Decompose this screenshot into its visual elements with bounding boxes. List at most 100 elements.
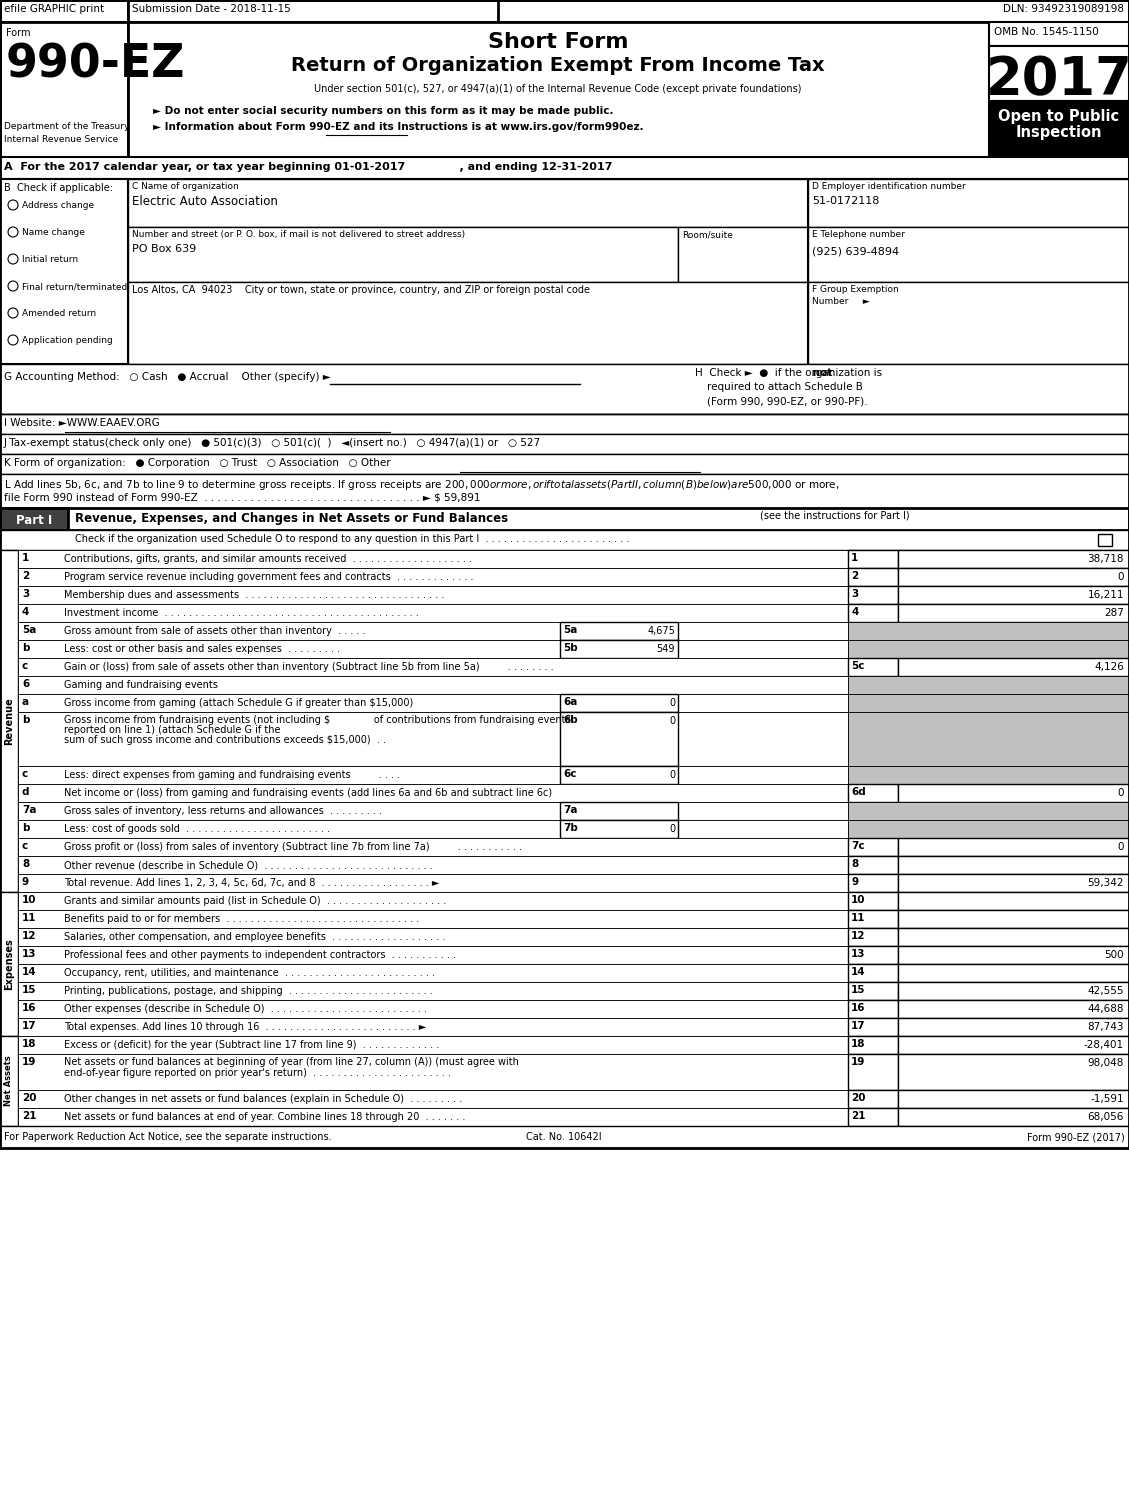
Bar — [18, 675, 848, 695]
Text: not: not — [809, 368, 832, 378]
Bar — [848, 784, 898, 802]
Bar — [0, 508, 1129, 530]
Text: 3: 3 — [21, 589, 29, 599]
Text: Revenue, Expenses, and Changes in Net Assets or Fund Balances: Revenue, Expenses, and Changes in Net As… — [75, 512, 508, 524]
Text: Net income or (loss) from gaming and fundraising events (add lines 6a and 6b and: Net income or (loss) from gaming and fun… — [64, 787, 552, 798]
Bar — [898, 568, 1129, 586]
Bar — [560, 820, 679, 838]
Text: Salaries, other compensation, and employee benefits  . . . . . . . . . . . . . .: Salaries, other compensation, and employ… — [64, 932, 445, 943]
Text: 18: 18 — [851, 1038, 866, 1049]
Bar — [0, 0, 128, 22]
Text: Final return/terminated: Final return/terminated — [21, 282, 128, 291]
Text: Less: direct expenses from gaming and fundraising events         . . . .: Less: direct expenses from gaming and fu… — [64, 769, 400, 780]
Bar — [0, 365, 1129, 414]
Bar — [848, 1053, 898, 1091]
Bar — [560, 622, 679, 639]
Text: ► Information about Form 990-EZ and its Instructions is at www.irs.gov/form990ez: ► Information about Form 990-EZ and its … — [154, 123, 644, 131]
Text: DLN: 93492319089198: DLN: 93492319089198 — [1003, 4, 1124, 13]
Text: Open to Public: Open to Public — [998, 109, 1120, 124]
Bar — [18, 874, 848, 892]
Bar — [18, 928, 848, 946]
Text: Investment income  . . . . . . . . . . . . . . . . . . . . . . . . . . . . . . .: Investment income . . . . . . . . . . . … — [64, 608, 419, 619]
Bar — [18, 586, 848, 604]
Text: 20: 20 — [851, 1094, 866, 1103]
Text: Under section 501(c), 527, or 4947(a)(1) of the Internal Revenue Code (except pr: Under section 501(c), 527, or 4947(a)(1)… — [314, 84, 802, 94]
Text: 44,688: 44,688 — [1087, 1004, 1124, 1014]
Bar — [898, 1053, 1129, 1091]
Bar — [808, 179, 1129, 227]
Bar — [898, 856, 1129, 874]
Text: 4: 4 — [851, 607, 858, 617]
Text: J Tax-exempt status(check only one)   ● 501(c)(3)   ○ 501(c)(  )   ◄(insert no.): J Tax-exempt status(check only one) ● 50… — [5, 438, 541, 448]
Bar — [18, 550, 848, 568]
Text: Number and street (or P. O. box, if mail is not delivered to street address): Number and street (or P. O. box, if mail… — [132, 230, 465, 239]
Text: OMB No. 1545-1150: OMB No. 1545-1150 — [994, 27, 1099, 37]
Text: 42,555: 42,555 — [1087, 986, 1124, 996]
Bar — [848, 928, 898, 946]
Text: 17: 17 — [851, 1020, 866, 1031]
Bar — [1099, 533, 1112, 545]
Bar — [848, 964, 898, 982]
Text: Other revenue (describe in Schedule O)  . . . . . . . . . . . . . . . . . . . . : Other revenue (describe in Schedule O) .… — [64, 861, 432, 870]
Bar — [18, 604, 848, 622]
Text: Amended return: Amended return — [21, 309, 96, 318]
Bar — [0, 414, 1129, 433]
Text: -1,591: -1,591 — [1091, 1094, 1124, 1104]
Bar — [848, 766, 1129, 784]
Bar — [808, 282, 1129, 365]
Text: 4,675: 4,675 — [647, 626, 675, 636]
Text: 5a: 5a — [21, 624, 36, 635]
Text: (Form 990, 990-EZ, or 990-PF).: (Form 990, 990-EZ, or 990-PF). — [707, 396, 867, 406]
Bar — [848, 550, 898, 568]
Circle shape — [8, 254, 18, 264]
Text: Membership dues and assessments  . . . . . . . . . . . . . . . . . . . . . . . .: Membership dues and assessments . . . . … — [64, 590, 445, 601]
Bar — [18, 1091, 848, 1109]
Text: 7a: 7a — [21, 805, 36, 816]
Text: PO Box 639: PO Box 639 — [132, 244, 196, 254]
Text: 11: 11 — [851, 913, 866, 923]
Text: 19: 19 — [21, 1056, 36, 1067]
Text: 16: 16 — [851, 1002, 866, 1013]
Bar — [989, 46, 1129, 102]
Text: 7b: 7b — [563, 823, 578, 834]
Text: 10: 10 — [851, 895, 866, 905]
Text: 990-EZ: 990-EZ — [6, 42, 185, 87]
Bar — [848, 892, 898, 910]
Bar — [848, 657, 898, 675]
Text: Professional fees and other payments to independent contractors  . . . . . . . .: Professional fees and other payments to … — [64, 950, 456, 961]
Bar — [898, 964, 1129, 982]
Text: Gross income from fundraising events (not including $              of contributi: Gross income from fundraising events (no… — [64, 716, 570, 725]
Text: 8: 8 — [21, 859, 29, 870]
Text: 2: 2 — [21, 571, 29, 581]
Text: Revenue: Revenue — [5, 698, 14, 746]
Text: 1: 1 — [851, 553, 858, 563]
Text: 14: 14 — [851, 967, 866, 977]
Text: 8: 8 — [851, 859, 858, 870]
Text: required to attach Schedule B: required to attach Schedule B — [707, 382, 863, 391]
Bar — [18, 892, 848, 910]
Text: 10: 10 — [21, 895, 36, 905]
Text: (925) 639-4894: (925) 639-4894 — [812, 247, 899, 257]
Text: 0: 0 — [1118, 843, 1124, 852]
Bar — [18, 1053, 848, 1091]
Text: 20: 20 — [21, 1094, 36, 1103]
Text: 68,056: 68,056 — [1087, 1112, 1124, 1122]
Text: c: c — [21, 769, 28, 778]
Text: Room/suite: Room/suite — [682, 230, 733, 239]
Text: 17: 17 — [21, 1020, 36, 1031]
Circle shape — [8, 308, 18, 318]
Bar — [0, 433, 1129, 454]
Text: Other expenses (describe in Schedule O)  . . . . . . . . . . . . . . . . . . . .: Other expenses (describe in Schedule O) … — [64, 1004, 427, 1014]
Bar — [848, 874, 898, 892]
Bar — [0, 0, 1129, 1147]
Text: 9: 9 — [851, 877, 858, 887]
Bar — [18, 639, 848, 657]
Bar — [989, 22, 1129, 157]
Text: Other changes in net assets or fund balances (explain in Schedule O)  . . . . . : Other changes in net assets or fund bala… — [64, 1094, 462, 1104]
Bar — [848, 802, 1129, 820]
Bar — [18, 784, 848, 802]
Bar — [898, 784, 1129, 802]
Text: Submission Date - 2018-11-15: Submission Date - 2018-11-15 — [132, 4, 291, 13]
Text: Electric Auto Association: Electric Auto Association — [132, 196, 278, 208]
Text: Inspection: Inspection — [1016, 125, 1102, 140]
